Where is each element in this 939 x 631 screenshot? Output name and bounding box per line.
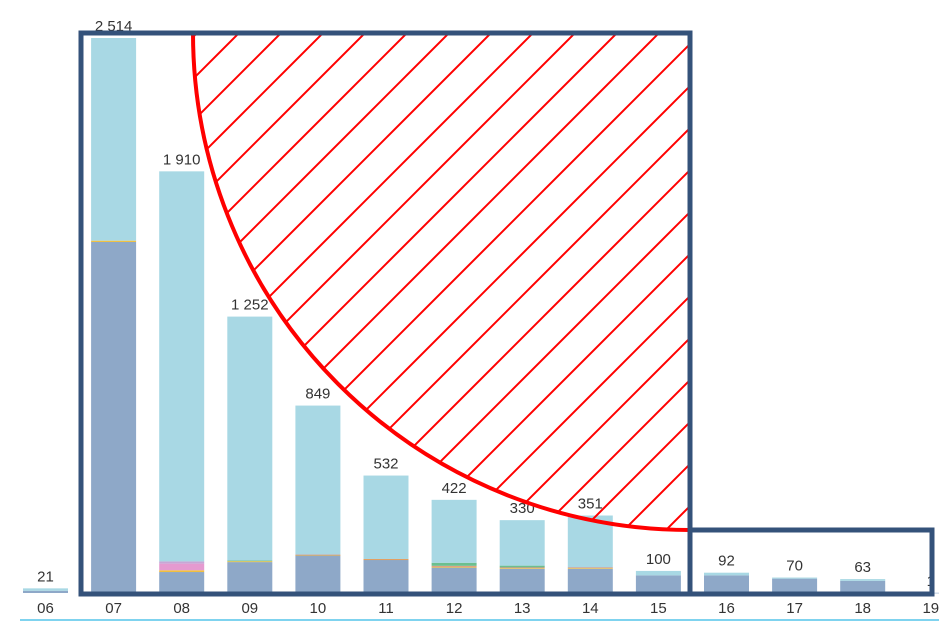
highlight-box-small xyxy=(687,527,935,597)
hatch-line xyxy=(617,33,690,530)
bar-segment xyxy=(431,499,477,563)
bar-segment xyxy=(295,555,341,556)
hatch-line xyxy=(702,0,939,620)
x-tick-label: 10 xyxy=(310,600,327,617)
bar-segment xyxy=(840,579,886,581)
bar-segment xyxy=(159,561,205,564)
bar-segment xyxy=(704,572,749,576)
bar-segment xyxy=(363,475,409,559)
bar-segment xyxy=(363,559,409,560)
bar-segment xyxy=(499,520,545,566)
bar-segment xyxy=(159,572,205,593)
x-tick-label: 07 xyxy=(105,600,122,617)
bar-segment xyxy=(567,568,613,569)
bar-segment xyxy=(159,171,205,562)
hatch-line xyxy=(193,33,315,530)
bar-segment xyxy=(840,580,886,593)
x-tick-label: 14 xyxy=(582,600,599,617)
bar-segment xyxy=(431,562,477,566)
bar-segment xyxy=(635,570,681,576)
data-label: 422 xyxy=(442,480,467,497)
curve-annotation xyxy=(191,31,772,532)
hatch-line xyxy=(0,0,20,620)
hatch-line xyxy=(828,0,939,620)
data-label: 63 xyxy=(854,559,871,576)
hatch-line xyxy=(193,33,567,530)
hatch-line xyxy=(193,33,651,530)
hatch-line xyxy=(193,33,441,530)
hatch-line xyxy=(870,0,939,620)
bar-segment xyxy=(227,560,273,562)
bar-segment xyxy=(772,578,818,593)
hatch-line xyxy=(193,33,357,530)
x-tick-label: 09 xyxy=(241,600,258,617)
bar-segment xyxy=(295,554,341,556)
bar-segment xyxy=(431,566,477,568)
x-tick-label: 15 xyxy=(650,600,667,617)
x-tick-label: 19 xyxy=(922,600,939,617)
hatch-line xyxy=(533,33,690,530)
bar-segment xyxy=(295,555,341,593)
hatch-line xyxy=(193,33,399,530)
bar-segment xyxy=(635,575,681,593)
bar-segment xyxy=(23,590,68,593)
bar-segment xyxy=(499,568,545,569)
x-tick-label: 13 xyxy=(514,600,531,617)
data-label: 70 xyxy=(786,558,803,575)
hatch-line xyxy=(575,33,690,530)
bar-segment xyxy=(227,561,273,563)
data-label: 1 910 xyxy=(163,151,201,168)
bar-segment xyxy=(91,241,137,594)
hatch-line xyxy=(193,33,609,530)
data-label: 532 xyxy=(373,456,398,473)
bar-segment xyxy=(431,567,477,593)
bar-segment xyxy=(159,570,205,573)
bar-segment xyxy=(295,405,341,555)
bar-segment xyxy=(499,568,545,593)
hatch-line xyxy=(0,0,62,620)
bar-segment xyxy=(91,38,137,241)
hatch-line xyxy=(786,0,939,620)
x-tick-label: 12 xyxy=(446,600,463,617)
bar-segment xyxy=(772,577,818,579)
bar-segment xyxy=(567,567,613,569)
bar-segment xyxy=(91,240,137,242)
bar-segment xyxy=(431,565,477,567)
x-tick-label: 11 xyxy=(378,600,394,617)
data-label: 100 xyxy=(646,551,671,568)
bar-segment xyxy=(363,559,409,593)
hatch-line xyxy=(659,33,690,530)
hatch-line xyxy=(0,0,104,620)
x-tick-label: 18 xyxy=(854,600,871,617)
data-label: 849 xyxy=(305,386,330,403)
hatch-line xyxy=(193,33,483,530)
bar-segment xyxy=(499,565,545,568)
hatch-line xyxy=(407,33,690,530)
bar-segment xyxy=(227,316,273,561)
bar-segment xyxy=(567,568,613,593)
bar-segment xyxy=(159,563,205,571)
x-tick-label: 16 xyxy=(718,600,735,617)
x-tick-label: 08 xyxy=(173,600,190,617)
x-tick-label: 06 xyxy=(37,600,54,617)
data-label: 92 xyxy=(718,553,735,570)
hatch-line xyxy=(193,33,690,530)
bar-segment xyxy=(23,588,68,591)
highlight-box-large xyxy=(78,30,693,597)
data-label: 351 xyxy=(578,496,603,513)
data-label: 1 252 xyxy=(231,297,269,314)
bar-segment xyxy=(704,575,749,593)
hatch-line xyxy=(491,33,690,530)
bar-segment xyxy=(499,567,545,569)
data-label: 21 xyxy=(37,568,54,585)
hatch-line xyxy=(744,0,939,620)
bar-segment xyxy=(363,559,409,561)
bar-segment xyxy=(227,562,273,593)
x-tick-label: 17 xyxy=(786,600,803,617)
